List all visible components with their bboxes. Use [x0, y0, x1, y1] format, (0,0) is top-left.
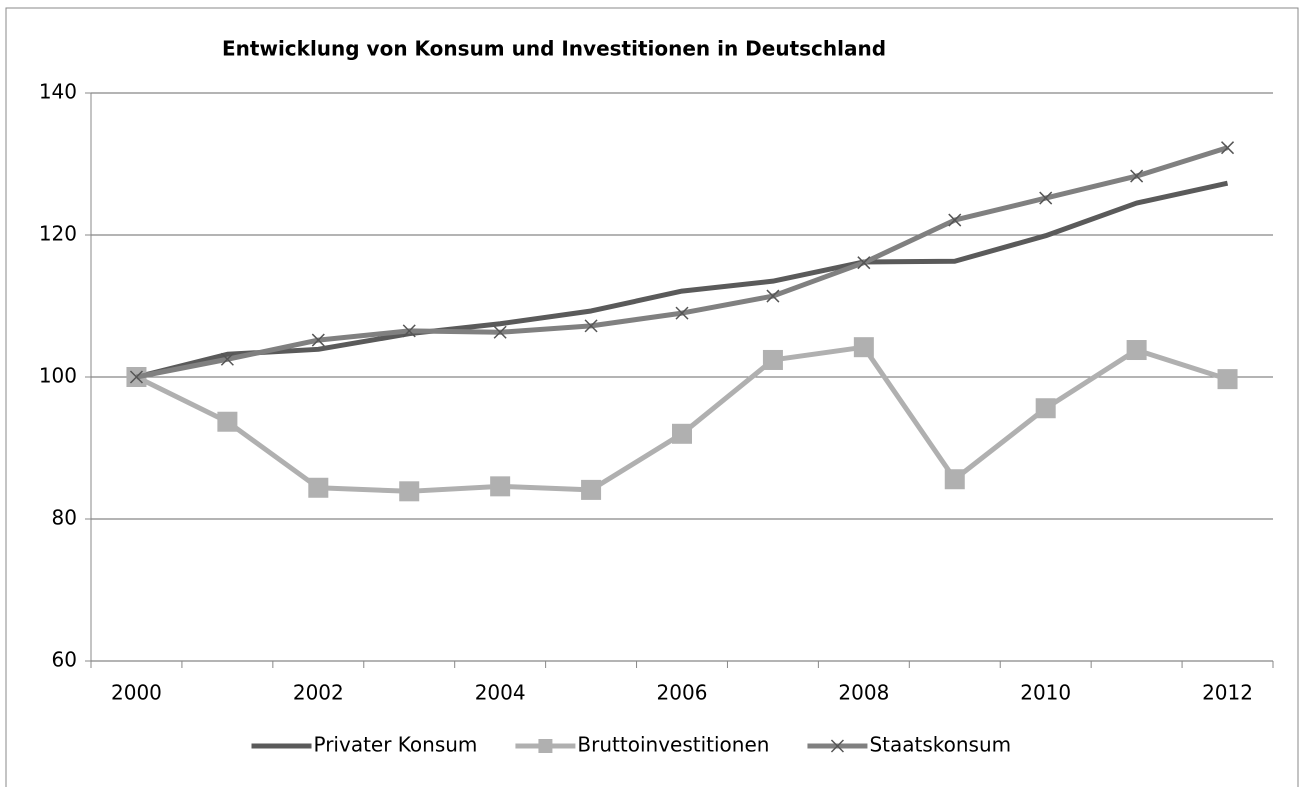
legend-marker — [830, 739, 844, 753]
series-line — [135, 145, 1229, 380]
x-tick-label: 2000 — [111, 681, 162, 705]
series-line — [135, 344, 1229, 494]
x-tick-label: 2002 — [293, 681, 344, 705]
chart-title: Entwicklung von Konsum und Investitionen… — [222, 37, 886, 61]
series-line — [135, 180, 1229, 380]
legend-label: Privater Konsum — [314, 733, 478, 757]
y-tick-label: 60 — [52, 648, 77, 672]
point — [308, 477, 329, 498]
point — [1221, 141, 1235, 155]
chart-frame — [5, 7, 1299, 787]
point — [944, 469, 965, 490]
point — [1217, 369, 1238, 390]
point — [675, 306, 689, 320]
point — [1130, 169, 1144, 183]
x-tick-label: 2006 — [657, 681, 708, 705]
point — [853, 337, 874, 358]
y-tick-label: 120 — [39, 222, 77, 246]
point — [581, 479, 602, 500]
legend-label: Bruttoinvestitionen — [577, 733, 769, 757]
point — [762, 349, 783, 370]
point — [129, 370, 143, 384]
point — [1126, 340, 1147, 361]
x-tick-label: 2008 — [838, 681, 889, 705]
legend-label: Staatskonsum — [869, 733, 1011, 757]
y-tick-label: 80 — [52, 506, 77, 530]
point — [490, 476, 511, 497]
point — [311, 333, 325, 347]
point — [220, 352, 234, 366]
point — [402, 324, 416, 338]
x-tick-label: 2012 — [1202, 681, 1253, 705]
y-tick-label: 100 — [39, 364, 77, 388]
point — [584, 319, 598, 333]
point — [1035, 398, 1056, 419]
point — [948, 213, 962, 227]
point — [1039, 191, 1053, 205]
point — [493, 325, 507, 339]
point — [217, 411, 238, 432]
x-tick-label: 2010 — [1020, 681, 1071, 705]
point — [857, 256, 871, 270]
point — [672, 423, 692, 444]
y-tick-label: 140 — [39, 80, 77, 104]
point — [766, 289, 780, 303]
point — [399, 481, 420, 502]
legend-marker — [538, 739, 553, 753]
x-tick-label: 2004 — [475, 681, 526, 705]
